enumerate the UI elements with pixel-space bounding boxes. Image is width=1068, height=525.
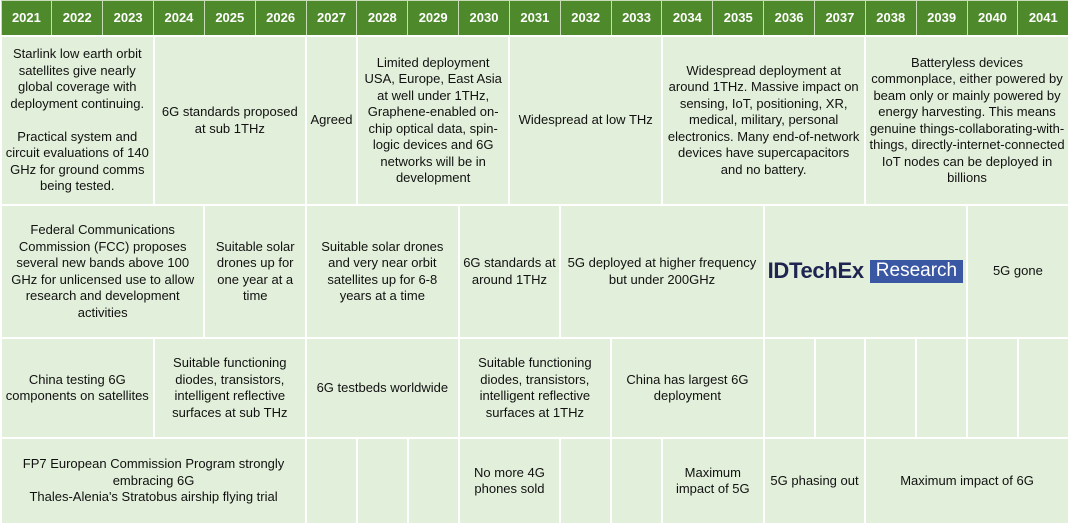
empty-cell xyxy=(355,437,409,525)
logo-cell: IDTechEx Research xyxy=(762,204,969,339)
cell: 5G gone xyxy=(966,204,1068,339)
empty-cell xyxy=(305,437,358,525)
year-label: 2028 xyxy=(356,0,409,37)
year-label: 2026 xyxy=(254,0,307,37)
year-label: 2036 xyxy=(763,0,815,37)
empty-cell xyxy=(813,337,867,439)
row: Starlink low earth orbit satellites give… xyxy=(0,35,1068,206)
year-label: 2029 xyxy=(407,0,460,37)
year-label: 2030 xyxy=(458,0,510,37)
year-label: 2024 xyxy=(153,0,205,37)
year-label: 2037 xyxy=(814,0,866,37)
year-label: 2032 xyxy=(559,0,612,37)
year-label: 2038 xyxy=(864,0,917,37)
cell: 6G standards at around 1THz xyxy=(457,204,562,339)
empty-cell xyxy=(966,337,1019,439)
cell: Suitable solar drones up for one year at… xyxy=(203,204,308,339)
cell: Agreed xyxy=(305,35,358,206)
year-label: 2039 xyxy=(915,0,968,37)
cell: China testing 6G components on satellite… xyxy=(0,337,155,439)
empty-cell xyxy=(610,437,663,525)
row: Federal Communications Commission (FCC) … xyxy=(0,204,1068,339)
cell: 5G deployed at higher frequency but unde… xyxy=(559,204,765,339)
cell: Federal Communications Commission (FCC) … xyxy=(0,204,206,339)
year-label: 2031 xyxy=(508,0,561,37)
cell: 6G testbeds worldwide xyxy=(305,337,460,439)
cell: Widespread at low THz xyxy=(508,35,663,206)
cell: Starlink low earth orbit satellites give… xyxy=(0,35,155,206)
cell: Suitable solar drones and very near orbi… xyxy=(305,204,460,339)
cell: Maximum impact of 5G xyxy=(660,437,765,525)
empty-cell xyxy=(915,337,969,439)
year-label: 2021 xyxy=(0,0,53,37)
empty-cell xyxy=(762,337,816,439)
cell: Suitable functioning diodes, transistors… xyxy=(152,337,308,439)
year-label: 2035 xyxy=(712,0,765,37)
cell: 6G standards proposed at sub 1THz xyxy=(152,35,308,206)
year-label: 2034 xyxy=(661,0,714,37)
cell: No more 4G phones sold xyxy=(457,437,562,525)
year-label: 2040 xyxy=(966,0,1019,37)
year-label: 2023 xyxy=(102,0,155,37)
cell: Batteryless devices commonplace, either … xyxy=(864,35,1068,206)
year-label: 2022 xyxy=(51,0,104,37)
cell: Suitable functioning diodes, transistors… xyxy=(457,337,613,439)
year-header: 2021 2022 2023 2024 2025 2026 2027 2028 2029 2030… xyxy=(0,0,1068,37)
empty-cell xyxy=(406,437,460,525)
cell: Maximum impact of 6G xyxy=(864,437,1068,525)
empty-cell xyxy=(1016,337,1068,439)
cell: China has largest 6G deployment xyxy=(610,337,765,439)
cell: Widespread deployment at around 1THz. Ma… xyxy=(660,35,867,206)
row: China testing 6G components on satellite… xyxy=(0,337,1068,439)
cell: 5G phasing out xyxy=(762,437,867,525)
empty-cell xyxy=(864,337,918,439)
year-label: 2027 xyxy=(305,0,358,37)
logo-label: Research xyxy=(869,260,964,283)
logo: IDTechEx Research xyxy=(767,258,964,284)
cell: Limited deployment USA, Europe, East Asi… xyxy=(355,35,511,206)
cell: FP7 European Commission Program strongly… xyxy=(0,437,308,525)
row: FP7 European Commission Program strongly… xyxy=(0,437,1068,525)
logo-brand: IDTechEx xyxy=(767,258,865,284)
empty-cell xyxy=(559,437,613,525)
year-label: 2033 xyxy=(610,0,663,37)
year-label: 2041 xyxy=(1017,0,1068,37)
year-label: 2025 xyxy=(203,0,256,37)
